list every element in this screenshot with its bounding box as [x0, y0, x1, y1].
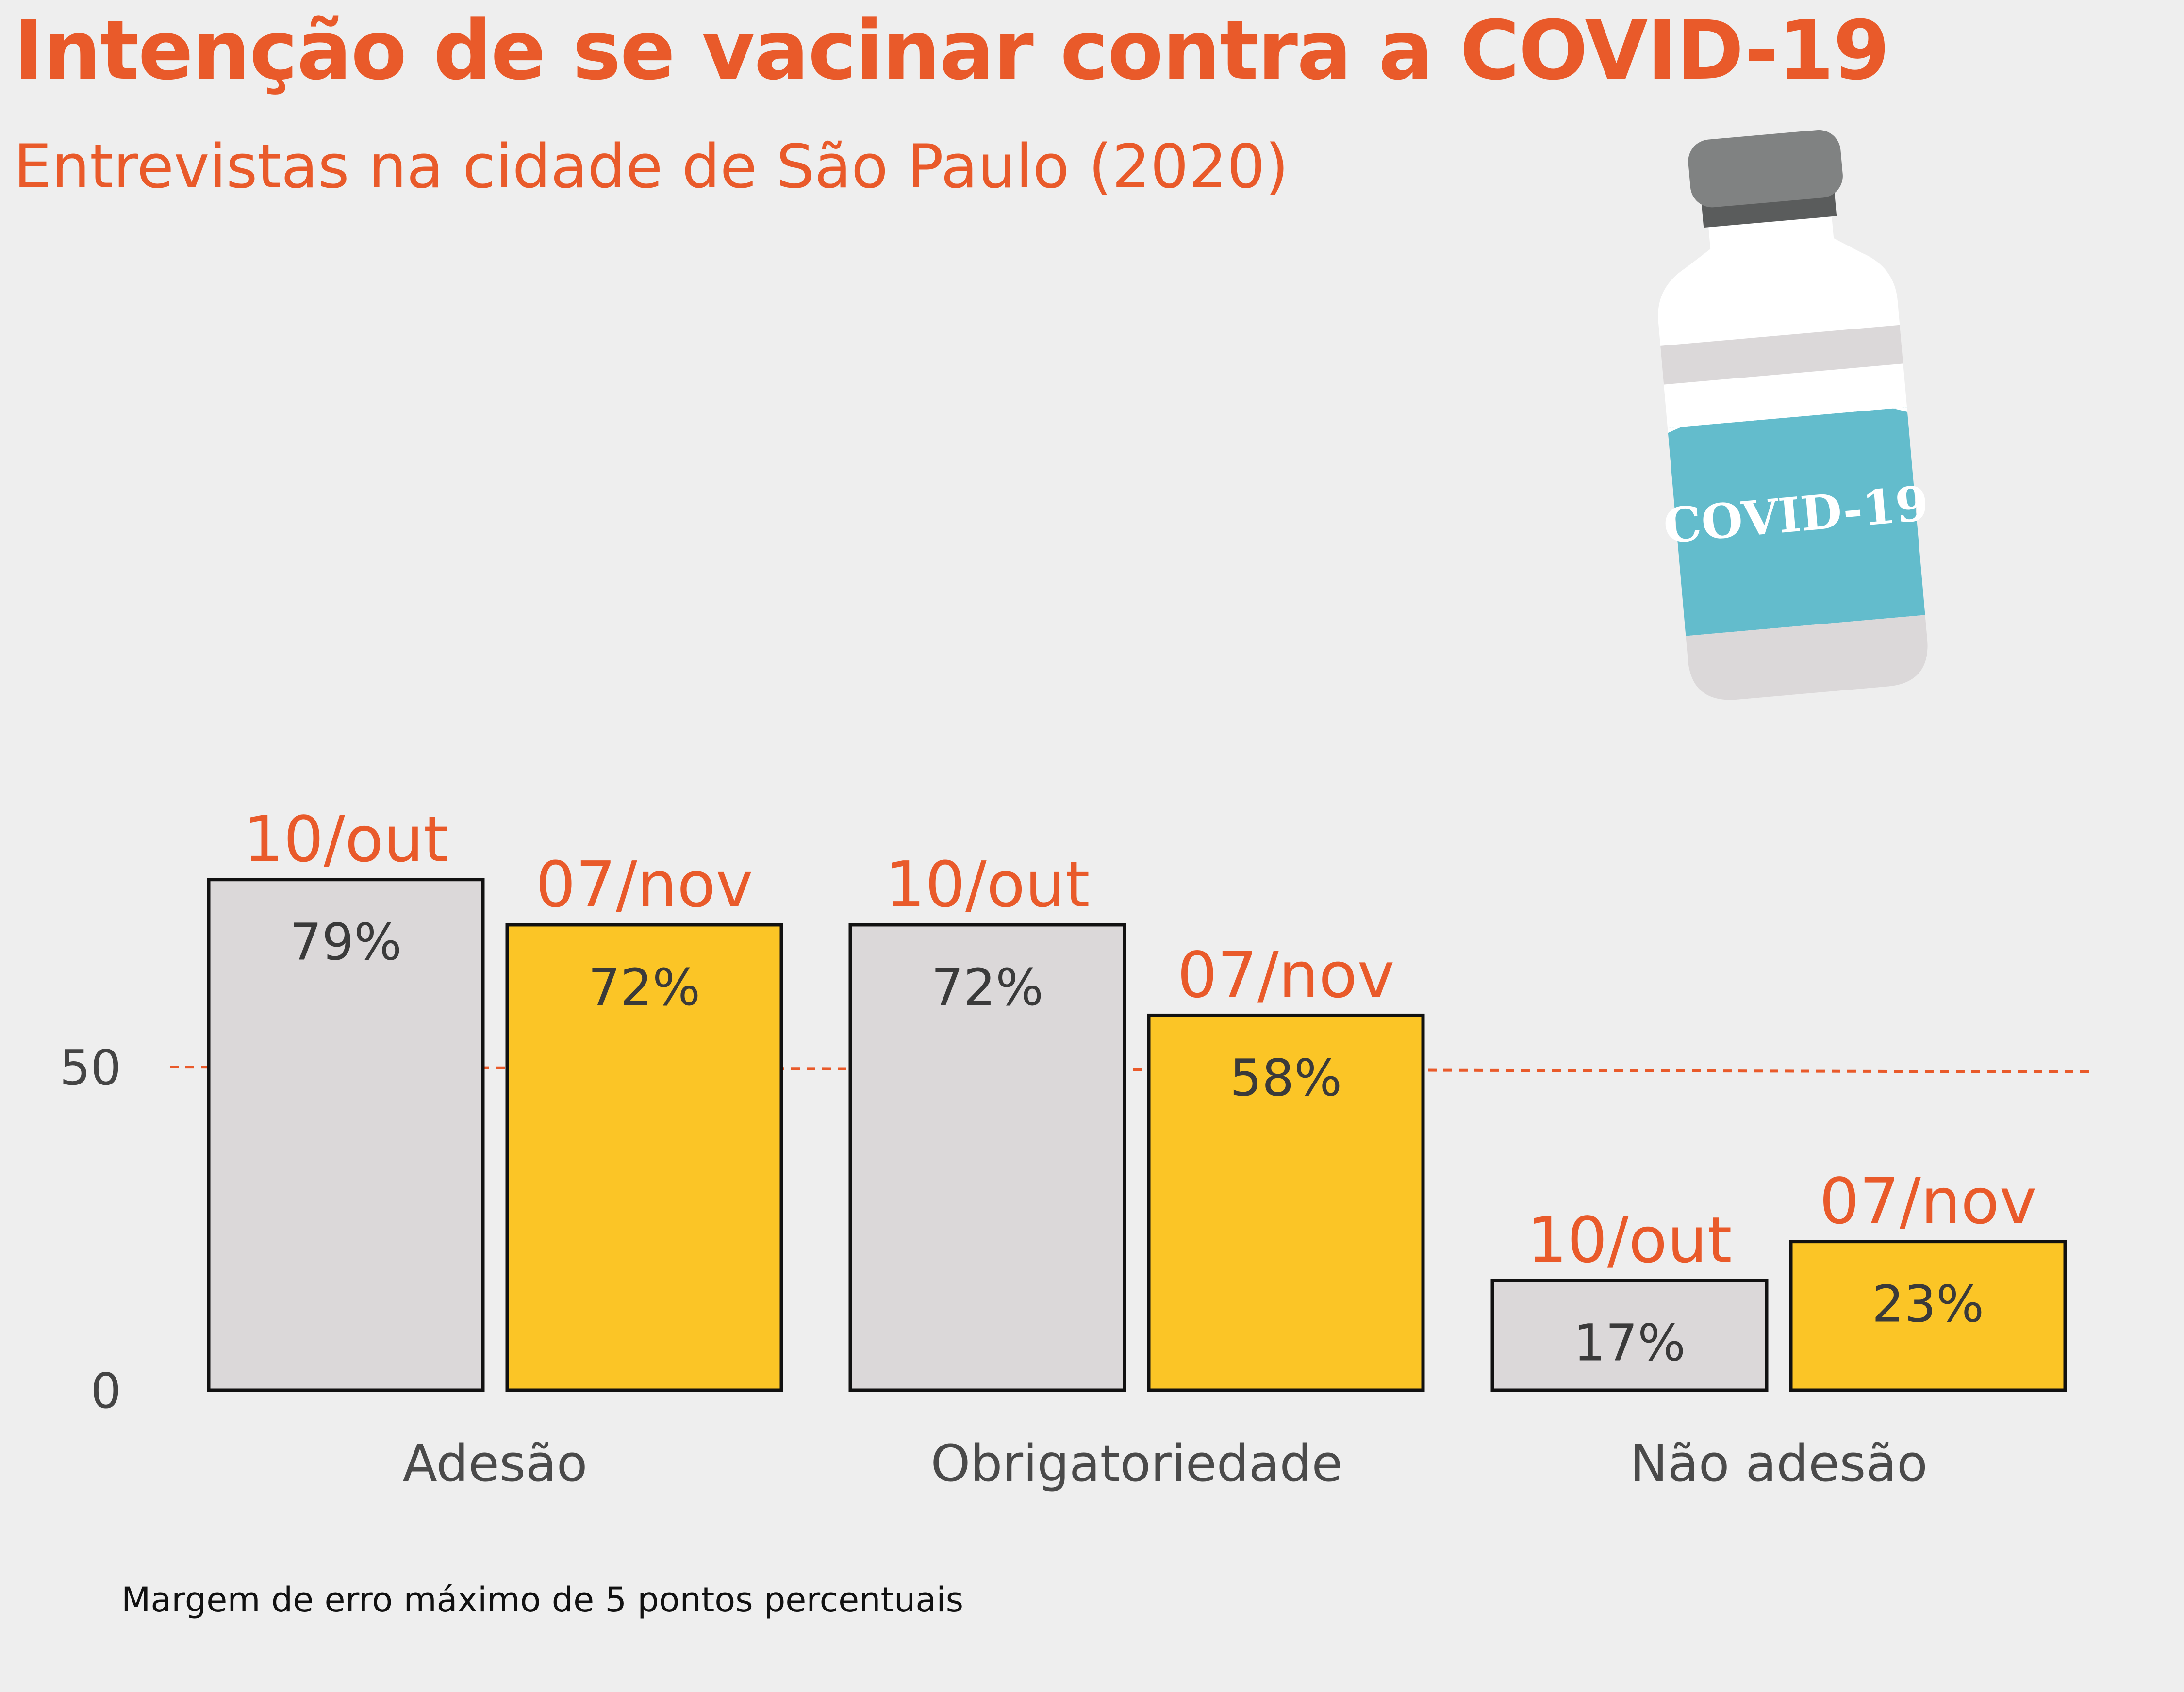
bar-oct-3	[1490, 1279, 1769, 1392]
vial-cap	[1688, 130, 1843, 208]
bar-series-label: 07/nov	[1819, 1165, 2036, 1238]
plot-area: 0 50 79% 10/out 72% 07/nov Adesão 72% 10/out 58% 0…	[60, 803, 2090, 1493]
bar-value-label: 72%	[588, 958, 700, 1017]
bar-oct-1	[207, 878, 485, 1392]
y-tick-label: 0	[90, 1363, 121, 1419]
bar-value-label: 58%	[1230, 1048, 1342, 1107]
x-category-label: Adesão	[403, 1434, 588, 1493]
vaccine-vial-icon: COVID-19	[1658, 130, 1931, 700]
y-tick-label: 50	[60, 1039, 121, 1096]
bar-value-label: 17%	[1573, 1314, 1686, 1373]
bar-value-label: 79%	[290, 913, 402, 972]
bar-series-label: 10/out	[1527, 1203, 1732, 1277]
x-category-label: Obrigatoriedade	[930, 1434, 1342, 1493]
bar-series-label: 10/out	[885, 848, 1090, 921]
vial-label	[1667, 407, 1925, 636]
bar-nov-2	[1147, 1013, 1425, 1392]
x-category-label: Não adesão	[1630, 1434, 1928, 1493]
bar-series-label: 07/nov	[535, 848, 753, 921]
bar-nov-1	[505, 923, 783, 1392]
page-title: Intenção de se vacinar contra a COVID-19	[14, 3, 1890, 98]
bar-nov-3	[1789, 1240, 2067, 1392]
vial-label-wave	[1667, 399, 1907, 433]
vial-top-band	[1660, 325, 1903, 385]
bar-series-label: 10/out	[243, 803, 448, 876]
footnote: Margem de erro máximo de 5 pontos percen…	[121, 1580, 964, 1620]
bar-value-label: 72%	[931, 958, 1043, 1017]
bar-series-label: 07/nov	[1177, 938, 1394, 1012]
bar-value-label: 23%	[1872, 1275, 1984, 1334]
page-subtitle: Entrevistas na cidade de São Paulo (2020…	[14, 132, 1289, 202]
vial-bottom-band	[1686, 615, 1928, 700]
bar-oct-2	[848, 923, 1126, 1392]
